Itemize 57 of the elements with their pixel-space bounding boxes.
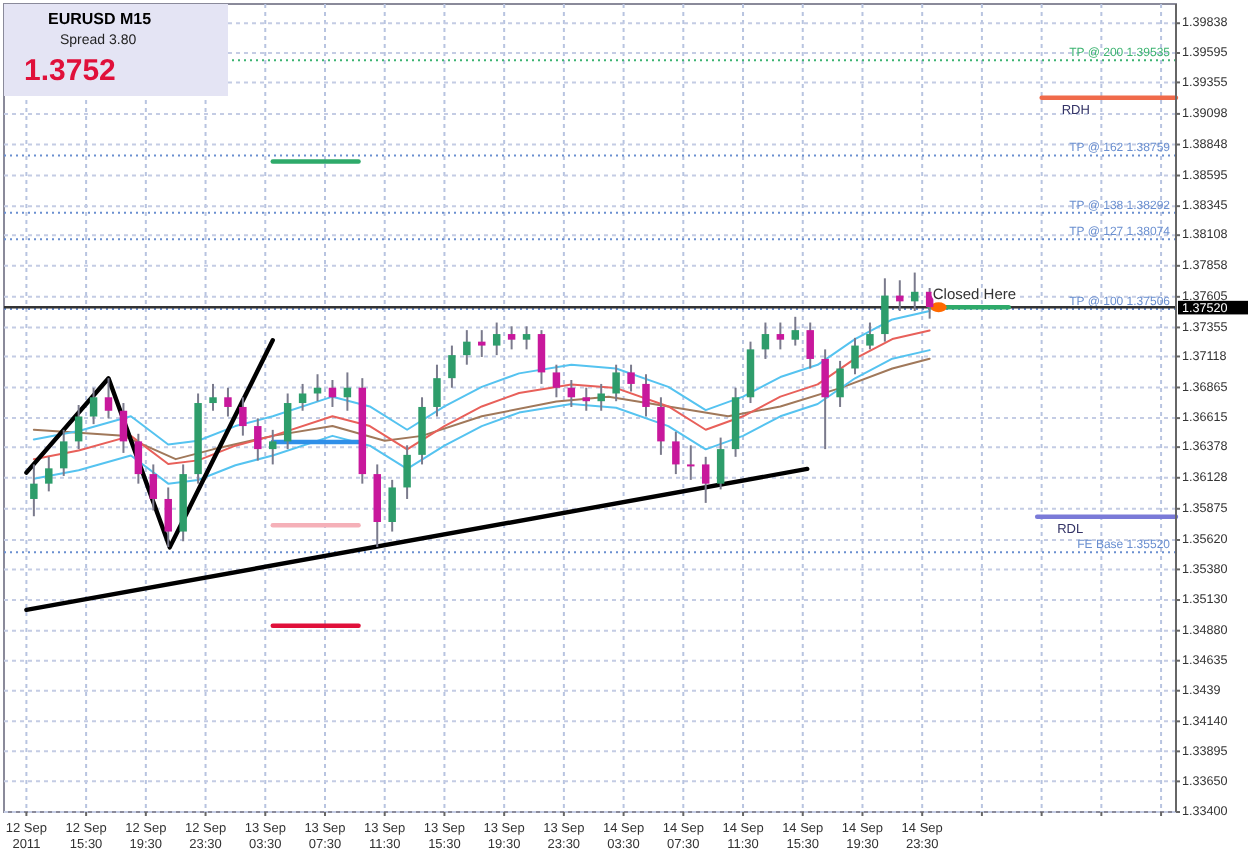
candlestick <box>896 279 904 313</box>
candlestick <box>746 340 755 405</box>
candlestick <box>492 321 501 357</box>
annotation: 1.3752 <box>24 54 116 88</box>
candlestick <box>224 386 232 418</box>
candlestick <box>119 402 128 454</box>
candlestick <box>418 396 426 466</box>
candlestick <box>701 455 710 504</box>
candlestick <box>672 430 680 476</box>
candlestick <box>89 386 98 426</box>
candlestick <box>582 386 590 412</box>
candlestick <box>657 396 665 456</box>
candlestick <box>403 444 411 500</box>
candlestick <box>522 325 531 351</box>
candlestick <box>45 455 53 493</box>
candlestick <box>134 432 143 485</box>
candlestick <box>149 463 158 512</box>
candlestick <box>761 321 770 360</box>
line-series <box>32 357 931 461</box>
line-series <box>24 338 275 550</box>
candlestick <box>821 348 829 451</box>
candlestick <box>836 359 844 408</box>
candlestick <box>866 321 874 351</box>
candlestick <box>239 396 247 437</box>
candlestick <box>59 428 68 477</box>
candlestick <box>433 363 441 418</box>
candlestick <box>164 486 172 548</box>
candlestick <box>806 321 814 370</box>
candlestick <box>283 392 292 451</box>
candlestick <box>30 463 38 518</box>
line-series <box>32 349 931 485</box>
candlestick <box>254 417 262 462</box>
line-series <box>32 329 931 466</box>
chart-title: EURUSD M15 <box>48 10 153 28</box>
candlestick <box>478 329 486 358</box>
candlestick <box>881 277 889 343</box>
candlestick <box>597 382 605 412</box>
candlestick <box>388 478 396 533</box>
candlestick <box>507 325 516 351</box>
candlestick <box>716 436 725 491</box>
candlestick <box>791 315 800 347</box>
candlestick <box>851 336 859 376</box>
candlestick <box>537 329 546 385</box>
candlestick <box>687 444 695 481</box>
candlestick <box>463 329 471 366</box>
candlestick <box>552 363 561 399</box>
candlestick <box>627 363 635 393</box>
candlestick <box>642 373 650 418</box>
candlestick <box>373 463 381 548</box>
candlestick <box>209 382 217 412</box>
candlestick <box>612 363 620 403</box>
candlestick <box>74 404 83 451</box>
candlestick <box>776 321 785 351</box>
candlestick <box>269 428 277 466</box>
candlestick <box>104 377 113 420</box>
candlestick <box>448 344 456 389</box>
candlestick <box>298 382 307 412</box>
